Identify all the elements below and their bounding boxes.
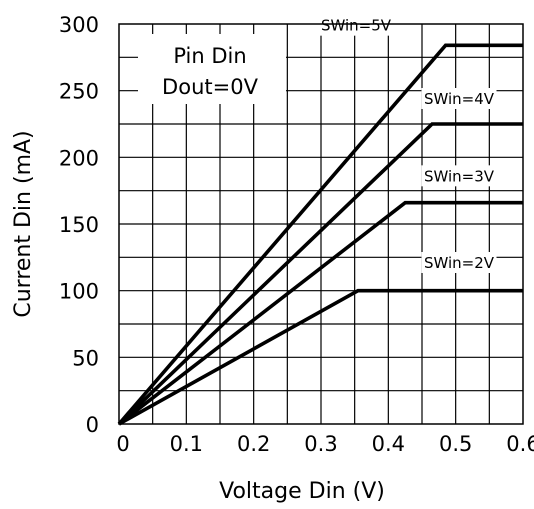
annotation-line-2: Dout=0V	[162, 75, 259, 99]
series-label-2: SWin=4V	[424, 90, 495, 108]
x-axis-label: Voltage Din (V)	[219, 479, 385, 504]
x-tick-label: 0	[116, 432, 129, 456]
x-tick-label: 0.2	[237, 432, 270, 456]
plot-frame	[118, 23, 524, 425]
y-tick-label: 50	[72, 346, 99, 370]
series-label-bg	[421, 88, 497, 109]
y-tick-label: 300	[59, 13, 99, 37]
series-label-bg	[318, 14, 394, 36]
y-tick-label: 250	[59, 80, 99, 104]
series-line-1	[117, 43, 523, 426]
y-tick-label: 150	[59, 213, 99, 237]
y-tick-label: 200	[59, 146, 99, 170]
x-tick-label: 0.4	[372, 432, 405, 456]
series-label-3: SWin=3V	[424, 167, 495, 185]
series-labels: SWin=5V SWin=4V SWin=3V SWin=2V	[321, 17, 495, 272]
series-line-3	[117, 200, 523, 426]
series-label-4: SWin=2V	[424, 254, 495, 272]
series-label-backgrounds	[318, 14, 497, 273]
y-tick-labels: 0 50 100 150 200 250 300	[59, 13, 99, 437]
x-tick-label: 0.3	[304, 432, 337, 456]
x-tick-label: 0.1	[170, 432, 203, 456]
y-tick-label: 100	[59, 280, 99, 304]
x-tick-labels: 0 0.1 0.2 0.3 0.4 0.5 0.6	[116, 432, 534, 456]
annotation-background	[138, 34, 286, 104]
series-label-1: SWin=5V	[321, 17, 392, 35]
x-tick-label: 0.5	[439, 432, 472, 456]
series-lines	[117, 43, 523, 426]
x-tick-label: 0.6	[506, 432, 534, 456]
series-label-bg	[421, 252, 497, 273]
series-label-bg	[421, 165, 497, 187]
y-axis-label: Current Din (mA)	[11, 130, 36, 317]
y-tick-label: 0	[86, 413, 99, 437]
annotation: Pin Din Dout=0V	[162, 44, 259, 99]
series-line-4	[118, 288, 523, 426]
series-line-2	[117, 122, 523, 426]
annotation-line-1: Pin Din	[173, 44, 246, 68]
